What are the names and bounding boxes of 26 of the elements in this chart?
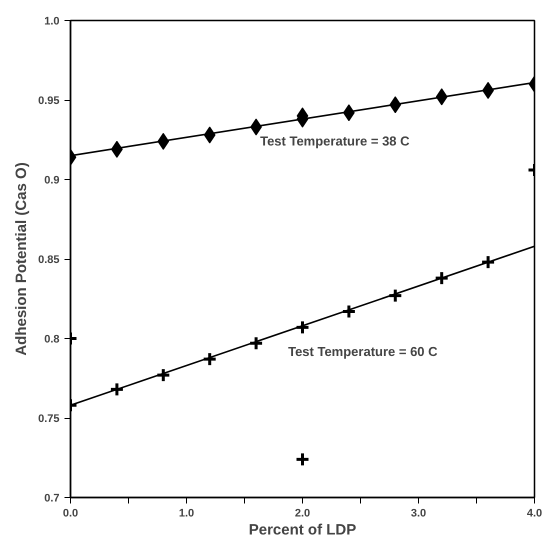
x-tick-label: 4.0 xyxy=(526,508,542,520)
series-label: Test Temperature = 60 C xyxy=(288,344,438,359)
point xyxy=(295,320,310,335)
y-tick-label: 1.0 xyxy=(44,16,60,28)
y-tick-label: 0.75 xyxy=(38,413,60,425)
point xyxy=(248,336,264,351)
x-axis-title: Percent of LDP xyxy=(248,522,356,538)
x-tick-label: 3.0 xyxy=(410,508,426,520)
x-tick-label: 1.0 xyxy=(178,508,194,520)
point xyxy=(434,270,450,286)
point xyxy=(202,352,218,367)
y-tick-label: 0.9 xyxy=(44,174,60,186)
x-tick-label: 2.0 xyxy=(294,508,310,520)
y-tick-label: 0.95 xyxy=(38,95,60,107)
point xyxy=(480,254,496,270)
y-tick-label: 0.85 xyxy=(38,254,60,266)
series-label: Test Temperature = 38 C xyxy=(260,134,410,149)
y-tick-label: 0.8 xyxy=(44,334,60,346)
point xyxy=(341,304,356,319)
y-tick-label: 0.7 xyxy=(44,492,60,504)
point xyxy=(295,452,310,467)
point xyxy=(388,288,403,304)
y-axis-title: Adhesion Potential (Cas O) xyxy=(13,162,30,356)
point xyxy=(156,368,171,383)
x-tick-label: 0.0 xyxy=(62,508,78,520)
point xyxy=(109,382,124,397)
